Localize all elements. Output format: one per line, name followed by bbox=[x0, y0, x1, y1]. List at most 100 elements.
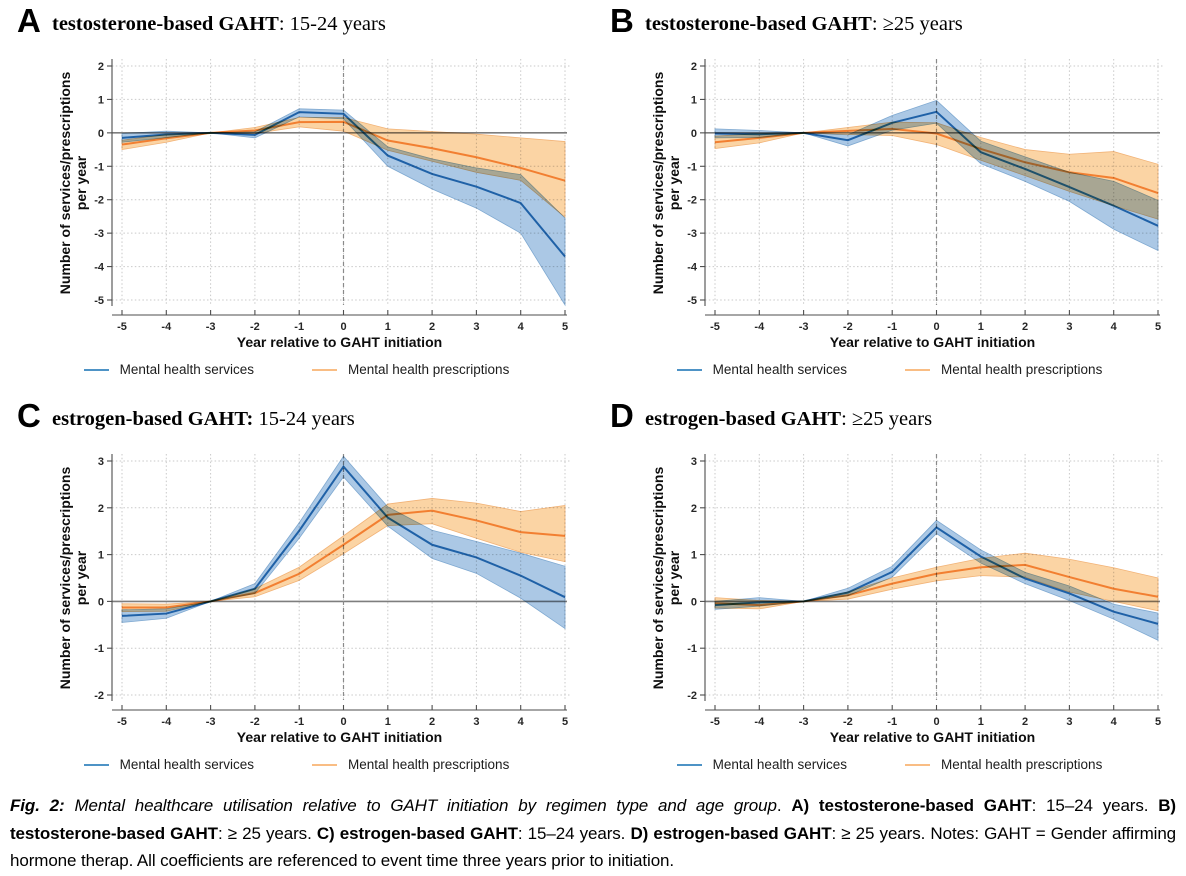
services-confidence-band bbox=[714, 99, 1159, 252]
y-axis-title-line1: Number of services/prescriptions bbox=[650, 72, 666, 295]
legend-item-prescriptions: Mental health prescriptions bbox=[904, 362, 1103, 377]
prescriptions-confidence-band bbox=[121, 498, 566, 613]
caption-segment: : ≥ 25 years. bbox=[831, 823, 931, 843]
caption-segment: Fig. 2: bbox=[10, 796, 75, 815]
x-tick-label: 5 bbox=[562, 716, 568, 728]
panel-title-bold: testosterone-based GAHT bbox=[52, 13, 279, 35]
y-axis-title-line2: per year bbox=[73, 550, 89, 605]
x-tick-label: 2 bbox=[1022, 716, 1028, 728]
panel-label: D bbox=[610, 397, 634, 434]
x-tick-label: 3 bbox=[1066, 716, 1072, 728]
x-tick-label: -2 bbox=[250, 321, 260, 333]
caption-segment: : ≥ 25 years. bbox=[217, 823, 317, 843]
legend-prescriptions-label: Mental health prescriptions bbox=[940, 362, 1103, 377]
chart-panel: C estrogen-based GAHT: 15-24 years 3 2 1 0 -… bbox=[0, 395, 593, 790]
y-tick-label: -5 bbox=[94, 295, 104, 307]
x-tick-label: 0 bbox=[933, 716, 939, 728]
event-study-line-chart: 3 2 1 0 -1 -2 -5 -4 -3 -2 -1 0 1 2 3 4 5 Year relative to… bbox=[650, 454, 1163, 745]
x-tick-label: 1 bbox=[978, 716, 984, 728]
x-tick-label: 0 bbox=[340, 321, 346, 333]
y-tick-label: -2 bbox=[687, 690, 697, 702]
legend-services-label: Mental health services bbox=[712, 757, 847, 772]
services-line bbox=[121, 464, 566, 617]
services-line-swatch bbox=[676, 763, 702, 766]
legend-item-prescriptions: Mental health prescriptions bbox=[904, 757, 1103, 772]
legend-item-prescriptions: Mental health prescriptions bbox=[311, 757, 510, 772]
prescriptions-line-swatch bbox=[311, 368, 337, 371]
x-tick-label: -4 bbox=[754, 716, 765, 728]
x-tick-label: 0 bbox=[340, 716, 346, 728]
prescriptions-line-swatch bbox=[904, 763, 930, 766]
panel-title: estrogen-based GAHT: 15-24 years bbox=[52, 408, 355, 431]
chart-legend: Mental health services Mental health pre… bbox=[0, 362, 593, 377]
legend-prescriptions-label: Mental health prescriptions bbox=[940, 757, 1103, 772]
y-tick-label: 3 bbox=[98, 456, 104, 468]
y-tick-label: 0 bbox=[98, 128, 104, 140]
x-tick-label: -5 bbox=[710, 716, 720, 728]
panel-label: A bbox=[17, 2, 41, 39]
x-tick-label: 3 bbox=[473, 716, 479, 728]
x-tick-label: -3 bbox=[206, 716, 216, 728]
x-tick-label: -3 bbox=[799, 321, 809, 333]
legend-item-services: Mental health services bbox=[83, 362, 254, 377]
panel-title-rest: : 15-24 years bbox=[278, 13, 386, 35]
x-tick-label: -2 bbox=[250, 716, 260, 728]
panel-label: C bbox=[17, 397, 41, 434]
panel-title-bold: testosterone-based GAHT bbox=[645, 13, 872, 35]
x-tick-label: -5 bbox=[117, 321, 127, 333]
event-study-line-chart: 2 1 0 -1 -2 -3 -4 -5 -5 -4 -3 -2 -1 0 1 2 3 4 5 Year relati… bbox=[57, 59, 570, 350]
prescriptions-line bbox=[122, 509, 566, 609]
y-tick-label: 1 bbox=[691, 94, 697, 106]
x-tick-label: 5 bbox=[562, 321, 568, 333]
x-tick-label: -4 bbox=[161, 321, 172, 333]
x-tick-label: 1 bbox=[978, 321, 984, 333]
y-tick-label: -3 bbox=[94, 228, 104, 240]
legend-services-label: Mental health services bbox=[712, 362, 847, 377]
caption-segment: C) estrogen-based GAHT bbox=[316, 823, 518, 843]
panel-title: estrogen-based GAHT: ≥25 years bbox=[645, 408, 932, 431]
x-tick-label: -4 bbox=[161, 716, 172, 728]
caption-segment: . bbox=[776, 796, 792, 815]
prescriptions-line-swatch bbox=[904, 368, 930, 371]
legend-prescriptions-label: Mental health prescriptions bbox=[347, 362, 510, 377]
event-study-line-chart: 3 2 1 0 -1 -2 -5 -4 -3 -2 -1 0 1 2 3 4 5 Year relative to… bbox=[57, 454, 570, 745]
y-axis-title-line2: per year bbox=[666, 155, 682, 210]
chart-legend: Mental health services Mental health pre… bbox=[593, 757, 1186, 772]
figure-grid: A testosterone-based GAHT: 15-24 years 2… bbox=[0, 2, 1186, 790]
legend-item-prescriptions: Mental health prescriptions bbox=[311, 362, 510, 377]
x-tick-label: 5 bbox=[1155, 321, 1161, 333]
y-axis-title-line2: per year bbox=[73, 155, 89, 210]
y-axis-title-line1: Number of services/prescriptions bbox=[57, 467, 73, 690]
x-tick-label: -1 bbox=[887, 321, 897, 333]
services-line bbox=[714, 110, 1159, 227]
caption-segment: B) testosterone-based GAHT bbox=[10, 796, 1176, 843]
x-tick-label: -2 bbox=[843, 716, 853, 728]
panel-title: testosterone-based GAHT: 15-24 years bbox=[52, 13, 386, 36]
x-tick-label: 3 bbox=[1066, 321, 1072, 333]
services-line bbox=[121, 111, 566, 258]
x-tick-label: -3 bbox=[206, 321, 216, 333]
y-tick-label: -1 bbox=[687, 161, 697, 173]
panel-title-rest: 15-24 years bbox=[253, 408, 355, 430]
caption-segment: : 15–24 years. bbox=[517, 823, 631, 843]
x-tick-label: 4 bbox=[1111, 716, 1118, 728]
prescriptions-line bbox=[121, 120, 566, 182]
caption-segment: A) testosterone-based GAHT bbox=[791, 796, 1032, 815]
services-line-swatch bbox=[676, 368, 702, 371]
y-tick-label: -2 bbox=[687, 195, 697, 207]
chart-legend: Mental health services Mental health pre… bbox=[593, 362, 1186, 377]
services-confidence-band bbox=[121, 108, 566, 307]
legend-prescriptions-label: Mental health prescriptions bbox=[347, 757, 510, 772]
y-tick-label: 0 bbox=[691, 596, 697, 608]
caption-segment: Notes: GAHT = Gender affirming hormone t… bbox=[10, 823, 1177, 871]
x-tick-label: -2 bbox=[843, 321, 853, 333]
x-tick-label: 3 bbox=[473, 321, 479, 333]
x-tick-label: -3 bbox=[799, 716, 809, 728]
y-tick-label: 0 bbox=[691, 128, 697, 140]
x-tick-label: 4 bbox=[1111, 321, 1118, 333]
x-tick-label: 1 bbox=[385, 716, 391, 728]
x-tick-label: -1 bbox=[294, 321, 304, 333]
x-axis-title: Year relative to GAHT initiation bbox=[237, 334, 442, 350]
y-tick-label: 1 bbox=[691, 550, 697, 562]
